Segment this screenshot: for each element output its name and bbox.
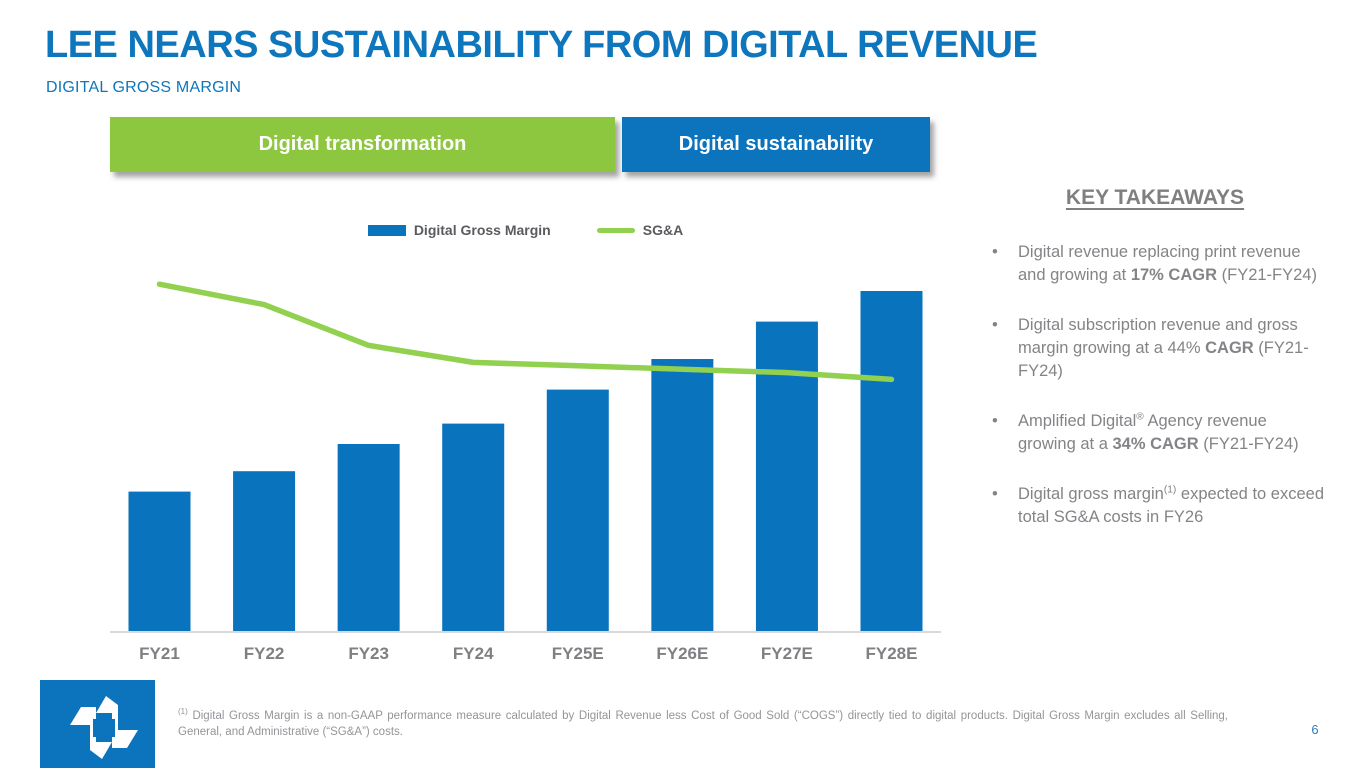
x-axis-label-FY25E: FY25E <box>552 644 604 663</box>
key-takeaways-heading: KEY TAKEAWAYS <box>1065 186 1245 209</box>
page-title: LEE NEARS SUSTAINABILITY FROM DIGITAL RE… <box>45 24 1038 66</box>
takeaway-text: Digital revenue replacing print revenue … <box>1018 241 1328 287</box>
lee-enterprises-logo <box>40 680 155 768</box>
takeaway-text: Digital gross margin(1) expected to exce… <box>1018 483 1328 529</box>
line-swatch-icon <box>596 227 635 233</box>
text-segment: Digital revenue replacing print revenue … <box>1018 243 1301 284</box>
x-axis-label-FY28E: FY28E <box>866 644 918 663</box>
legend-label-digital-gross-margin: Digital Gross Margin <box>413 222 551 238</box>
text-segment: Amplified Digital <box>1018 412 1137 430</box>
x-axis-label-FY21: FY21 <box>139 644 180 663</box>
text-segment: Digital subscription revenue and gross m… <box>1018 316 1298 357</box>
legend-item-sga: SG&A <box>596 222 684 238</box>
text-segment: (1) <box>178 707 188 717</box>
text-segment: ® <box>1136 411 1144 423</box>
bullet-icon: • <box>992 316 998 334</box>
x-axis-label-FY26E: FY26E <box>656 644 708 663</box>
x-axis-label-FY24: FY24 <box>453 644 494 663</box>
legend-item-digital-gross-margin: Digital Gross Margin <box>367 222 551 238</box>
text-segment: 34% CAGR <box>1112 435 1199 453</box>
bullet-icon: • <box>992 243 998 261</box>
takeaway-text: Digital subscription revenue and gross m… <box>1018 314 1328 383</box>
bar-FY22 <box>233 471 296 631</box>
banner-digital-sustainability-label: Digital sustainability <box>678 133 874 155</box>
text-segment: Digital gross margin <box>1018 485 1164 503</box>
chart-legend: Digital Gross Margin SG&A <box>110 222 941 238</box>
digital-gross-margin-chart: FY21 FY22 FY23 FY24 FY25E FY26E FY27E FY28E <box>110 255 941 667</box>
bullet-icon: • <box>992 485 998 503</box>
text-segment: (FY21-FY24) <box>1217 266 1317 284</box>
bar-FY28E <box>860 291 923 631</box>
takeaway-item: • Digital gross margin(1) expected to exc… <box>992 483 1328 529</box>
banner-digital-transformation: Digital transformation <box>110 117 615 172</box>
footnote: (1) Digital Gross Margin is a non-GAAP p… <box>178 708 1228 740</box>
page-number: 6 <box>1311 722 1319 737</box>
text-segment: (1) <box>1163 484 1177 496</box>
text-segment: 17% CAGR <box>1130 266 1218 284</box>
text-segment: Digital Gross Margin is a non-GAAP perfo… <box>178 710 1228 738</box>
text-segment: expected to exceed total SG&A costs in F… <box>1018 485 1324 526</box>
bullet-icon: • <box>992 412 998 430</box>
bar-swatch-icon <box>367 224 406 236</box>
takeaway-item: • Digital revenue replacing print revenue… <box>992 241 1328 287</box>
text-segment: (FY21-FY24) <box>1198 435 1299 453</box>
legend-label-sga: SG&A <box>642 222 684 238</box>
bar-FY26E <box>651 359 714 631</box>
x-axis-label-FY27E: FY27E <box>761 644 813 663</box>
x-axis-label-FY23: FY23 <box>348 644 389 663</box>
bar-FY23 <box>337 444 400 631</box>
takeaway-text: Amplified Digital® Agency revenue growin… <box>1018 410 1328 456</box>
bar-FY21 <box>128 491 191 631</box>
bar-FY24 <box>442 423 505 631</box>
takeaway-item: • Digital subscription revenue and gross … <box>992 314 1328 383</box>
bar-FY25E <box>546 389 609 631</box>
text-segment: Agency revenue growing at a <box>1018 412 1267 453</box>
banner-digital-transformation-label: Digital transformation <box>258 133 467 155</box>
takeaway-item: • Amplified Digital® Agency revenue growi… <box>992 410 1328 456</box>
text-segment: CAGR <box>1205 339 1254 357</box>
bar-line-chart-canvas: FY21 FY22 FY23 FY24 FY25E FY26E FY27E FY28E <box>110 281 941 663</box>
sga-line <box>156 281 895 383</box>
bar-FY27E <box>755 321 818 631</box>
banner-digital-sustainability: Digital sustainability <box>622 117 930 172</box>
page-subtitle: DIGITAL GROSS MARGIN <box>46 79 242 96</box>
x-axis-label-FY22: FY22 <box>244 644 285 663</box>
key-takeaways-list: • Digital revenue replacing print revenue… <box>992 241 1328 556</box>
text-segment: (FY21-FY24) <box>1018 339 1309 380</box>
